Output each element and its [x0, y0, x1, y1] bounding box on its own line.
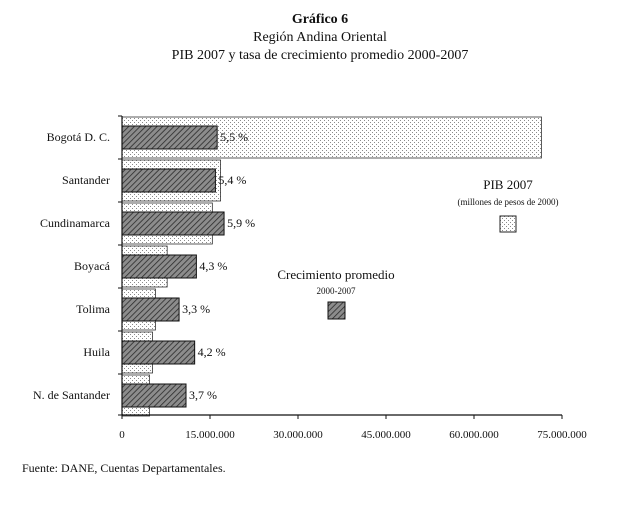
chart-subtitle-2: PIB 2007 y tasa de crecimiento promedio … — [171, 48, 469, 63]
growth-label: 4,3 % — [199, 259, 227, 273]
category-label: Cundinamarca — [40, 216, 111, 230]
growth-label: 3,3 % — [182, 302, 210, 316]
growth-label: 5,4 % — [218, 173, 246, 187]
chart-title: Gráfico 6 — [291, 12, 349, 27]
x-tick-label: 0 — [119, 429, 125, 441]
legend-growth-swatch — [327, 301, 346, 320]
growth-bar — [121, 211, 225, 236]
growth-bar — [121, 383, 187, 408]
legend-pib-note: (millones de pesos de 2000) — [458, 197, 559, 207]
growth-label: 3,7 % — [189, 388, 217, 402]
legend-growth-note: 2000-2007 — [317, 286, 356, 296]
growth-label: 5,9 % — [227, 216, 255, 230]
category-label: Bogotá D. C. — [47, 130, 110, 144]
category-label: Santander — [62, 173, 110, 187]
legend-pib-swatch — [499, 215, 517, 233]
growth-bar — [121, 340, 196, 365]
growth-bar — [121, 125, 218, 150]
x-tick-label: 15.000.000 — [185, 429, 235, 441]
x-tick-label: 45.000.000 — [361, 429, 411, 441]
growth-bar — [121, 168, 216, 193]
category-label: N. de Santander — [33, 388, 110, 402]
growth-label: 4,2 % — [198, 345, 226, 359]
growth-label: 5,5 % — [220, 130, 248, 144]
category-label: Tolima — [76, 302, 110, 316]
source-note: Fuente: DANE, Cuentas Departamentales. — [22, 461, 226, 475]
growth-bar — [121, 254, 197, 279]
x-tick-label: 75.000.000 — [537, 429, 587, 441]
x-tick-label: 30.000.000 — [273, 429, 323, 441]
x-tick-label: 60.000.000 — [449, 429, 499, 441]
chart-subtitle: Región Andina Oriental — [253, 30, 387, 45]
growth-bar — [121, 297, 180, 322]
category-label: Huila — [83, 345, 110, 359]
category-label: Boyacá — [74, 259, 111, 273]
legend-pib-label: PIB 2007 — [483, 177, 533, 192]
legend-growth-label: Crecimiento promedio — [277, 267, 394, 282]
